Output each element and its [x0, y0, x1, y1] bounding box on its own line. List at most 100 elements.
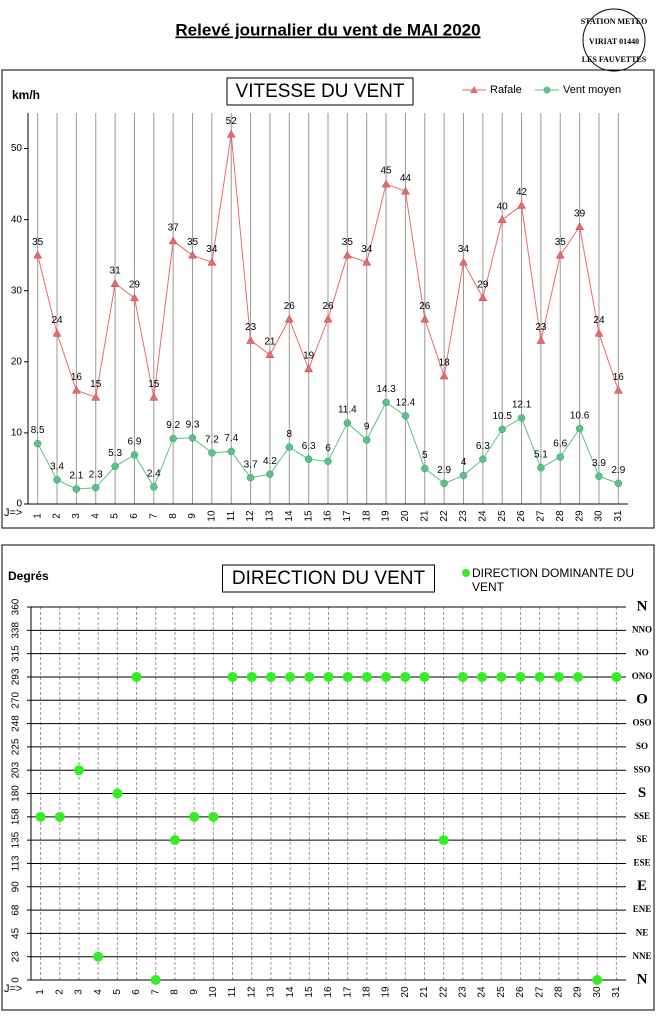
x-tick-label: 30: [592, 986, 603, 998]
x-tick-label: 12: [246, 986, 257, 998]
x-tick-label: 27: [536, 510, 547, 522]
x-tick-label: 14: [284, 510, 295, 522]
marker: [459, 471, 468, 480]
x-tick-label: 24: [477, 510, 488, 522]
marker: [553, 671, 564, 682]
y-tick-label: 0: [11, 977, 22, 983]
y2-tick-label: N: [637, 598, 648, 614]
y2-tick-label: NNO: [632, 624, 652, 634]
x-tick-label: 15: [304, 986, 315, 998]
x-tick-label: 5: [110, 513, 121, 519]
data-label: 26: [284, 301, 296, 312]
marker: [284, 314, 294, 323]
data-label: 16: [613, 372, 625, 383]
marker: [93, 951, 104, 962]
x-tick-label: 25: [496, 986, 507, 998]
data-label: 8.5: [31, 425, 45, 436]
data-label: 6.3: [476, 441, 490, 452]
x-tick-label: 29: [574, 510, 585, 522]
y-axis-label: km/h: [12, 88, 40, 102]
data-label: 6.6: [553, 439, 567, 450]
marker: [614, 479, 623, 488]
y-tick-label: 203: [11, 761, 22, 778]
data-label: 35: [555, 237, 567, 248]
x-tick-label: 4: [90, 513, 101, 519]
marker: [73, 765, 84, 776]
data-label: 2.9: [437, 465, 451, 476]
x-tick-label: 22: [438, 986, 449, 998]
y-tick-label: 248: [11, 715, 22, 732]
marker: [381, 179, 391, 188]
data-label: 9: [364, 422, 370, 433]
data-label: 34: [361, 244, 373, 255]
stamp-text: STATION METEO: [581, 17, 648, 26]
marker: [517, 414, 526, 422]
marker: [149, 392, 159, 401]
y-tick-label: 338: [11, 622, 22, 639]
chart-title: VITESSE DU VENT: [236, 81, 405, 102]
marker: [110, 279, 120, 287]
marker: [575, 424, 584, 433]
marker: [150, 483, 158, 491]
marker: [459, 257, 468, 266]
marker: [33, 439, 42, 448]
data-label: 4.2: [263, 456, 277, 467]
data-label: 6.9: [127, 437, 141, 448]
x-tick-label: 15: [303, 510, 314, 522]
x-tick-label: 16: [323, 510, 334, 522]
x-tick-label: 29: [573, 986, 584, 998]
y2-tick-label: SE: [636, 834, 647, 844]
marker: [419, 671, 430, 682]
data-label: 9.2: [166, 420, 180, 431]
x-tick-label: 18: [362, 986, 373, 998]
data-label: 8: [287, 429, 293, 440]
marker: [53, 476, 61, 484]
y-tick-label: 23: [11, 951, 22, 963]
marker: [611, 671, 622, 682]
data-label: 29: [477, 279, 489, 290]
marker: [265, 671, 276, 682]
x-tick-label: 8: [170, 989, 181, 995]
x-tick-label: 4: [93, 989, 104, 995]
marker: [227, 671, 238, 682]
marker: [324, 457, 332, 466]
x-tick-label: 9: [189, 989, 200, 995]
marker: [71, 385, 81, 394]
stamp: [582, 8, 646, 72]
title-box: [226, 77, 414, 106]
x-tick-label: 1: [32, 513, 43, 519]
data-label: 37: [168, 223, 180, 234]
data-label: 10.6: [570, 410, 590, 421]
data-label: 16: [71, 372, 83, 383]
marker: [285, 671, 296, 682]
marker: [208, 811, 219, 822]
marker: [420, 314, 430, 323]
marker: [52, 328, 62, 337]
data-label: 5.3: [108, 448, 122, 459]
marker: [555, 250, 565, 259]
legend-marker: [462, 569, 470, 577]
x-tick-label: 14: [285, 986, 296, 998]
marker: [304, 364, 314, 373]
y2-tick-label: E: [637, 878, 647, 894]
marker: [439, 371, 449, 380]
y-tick-label: 158: [11, 808, 22, 825]
x-tick-label: 28: [553, 986, 564, 998]
data-label: 3.9: [592, 458, 606, 469]
x-tick-label: 2: [52, 513, 63, 519]
data-label: 4: [461, 457, 467, 468]
x-tick-label: 24: [477, 986, 488, 998]
data-label: 23: [535, 322, 547, 333]
y2-tick-label: SSO: [633, 764, 650, 774]
y2-tick-label: N: [637, 971, 648, 987]
data-label: 23: [245, 322, 257, 333]
data-label: 2.3: [89, 469, 103, 480]
marker: [498, 425, 506, 434]
marker: [54, 811, 65, 822]
y-tick-label: 0: [16, 499, 22, 510]
marker: [496, 671, 507, 682]
y2-tick-label: NNE: [632, 951, 651, 961]
y2-tick-label: SO: [636, 741, 648, 751]
marker: [285, 443, 294, 451]
data-label: 3.4: [50, 461, 64, 472]
